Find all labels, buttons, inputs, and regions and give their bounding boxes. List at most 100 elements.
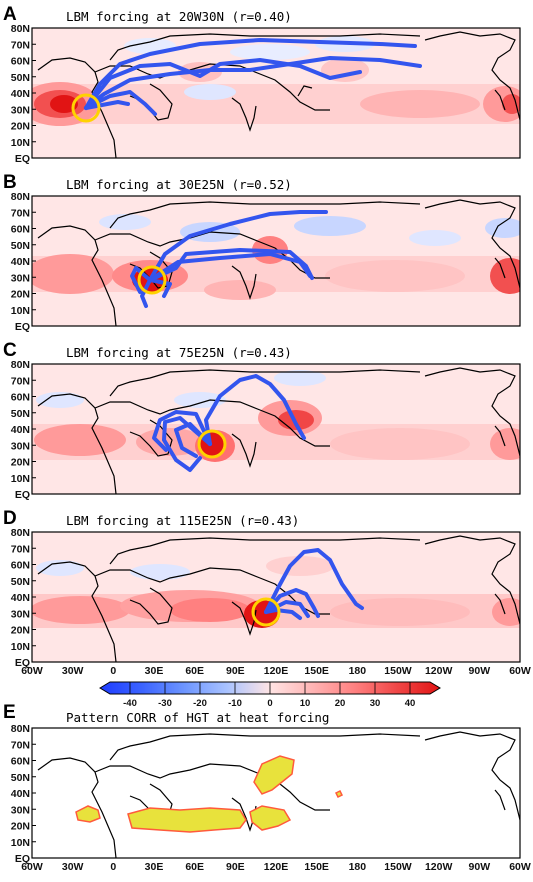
panel-c-forcing-circle: [197, 429, 227, 459]
latitude-tick-label: 50N: [11, 772, 30, 784]
latitude-tick-label: 60N: [11, 56, 30, 68]
longitude-tick-label: 30W: [62, 665, 84, 677]
longitude-tick-label: 30E: [145, 665, 164, 677]
panel-b-title: LBM forcing at 30E25N (r=0.52): [66, 177, 292, 192]
latitude-tick-label: 60N: [11, 224, 30, 236]
longitude-tick-label: 0: [110, 861, 116, 873]
panel-b-letter: B: [3, 172, 17, 193]
panel-e-title: Pattern CORR of HGT at heat forcing: [66, 710, 329, 725]
panel-b-field: [32, 196, 520, 326]
colorbar-tick-label: 30: [370, 698, 381, 709]
trajectory: [264, 600, 310, 618]
latitude-tick-label: 60N: [11, 560, 30, 572]
longitude-tick-label: 120W: [425, 861, 453, 873]
colorbar-tick-label: -10: [228, 698, 242, 709]
trajectory: [84, 100, 130, 110]
correlation-area: [75, 805, 101, 823]
panel-d-title: LBM forcing at 115E25N (r=0.43): [66, 513, 299, 528]
latitude-tick-label: 70N: [11, 739, 30, 751]
colorbar-tick-label: -30: [158, 698, 172, 709]
latitude-tick-label: 80N: [11, 723, 30, 735]
latitude-tick-label: 40N: [11, 424, 30, 436]
panel-d-letter: D: [3, 508, 17, 529]
latitude-tick-label: 30N: [11, 804, 30, 816]
panel-b-trajectories: [130, 210, 328, 308]
longitude-tick-label: 150W: [384, 665, 412, 677]
trajectory: [84, 90, 157, 116]
colorbar: -40 -30 -20 -10 0 10 20 30 40: [99, 681, 441, 709]
latitude-tick-label: 50N: [11, 240, 30, 252]
correlation-area: [334, 789, 344, 799]
trajectory: [148, 248, 314, 282]
latitude-tick-label: 10N: [11, 473, 30, 485]
panel-b: B LBM forcing at 30E25N (r=0.52): [3, 172, 521, 333]
panel-d-trajectories: [264, 548, 364, 620]
latitude-tick-label: 70N: [11, 39, 30, 51]
longitude-tick-label: 30W: [62, 861, 84, 873]
trajectory: [140, 278, 152, 308]
longitude-tick-label: 90W: [469, 665, 491, 677]
latitude-tick-label: 70N: [11, 207, 30, 219]
panel-b-forcing-circle: [137, 265, 167, 295]
longitude-tick-label: 60W: [21, 665, 43, 677]
panel-e-correlation-areas: [75, 755, 344, 833]
panel-a: A LBM forcing at 20W30N (r=0.40): [3, 4, 521, 165]
panel-c-letter: C: [3, 340, 17, 361]
trajectory: [152, 410, 212, 452]
latitude-tick-label: 40N: [11, 256, 30, 268]
panel-e-coastlines: [37, 731, 520, 858]
latitude-tick-label: 70N: [11, 543, 30, 555]
longitude-tick-label: 90E: [226, 861, 245, 873]
longitude-tick-label: 60E: [185, 861, 204, 873]
latitude-tick-label: 80N: [11, 359, 30, 371]
panel-e-letter: E: [3, 702, 16, 723]
latitude-tick-label: 20N: [11, 289, 30, 301]
latitude-tick-label: 30N: [11, 272, 30, 284]
longitude-tick-label: 150E: [304, 665, 329, 677]
trajectory: [148, 278, 172, 298]
latitude-tick-label: EQ: [15, 489, 30, 501]
latitude-tick-label: 10N: [11, 641, 30, 653]
latitude-tick-label: 10N: [11, 837, 30, 849]
panel-d: D LBM forcing at 115E25N (r=0.43): [3, 508, 531, 677]
latitude-tick-label: 10N: [11, 137, 30, 149]
longitude-tick-label: 120E: [264, 861, 289, 873]
colorbar-tick-label: 0: [267, 698, 272, 709]
latitude-tick-label: 40N: [11, 88, 30, 100]
latitude-tick-label: 40N: [11, 788, 30, 800]
longitude-tick-label: 60W: [21, 861, 43, 873]
latitude-tick-label: 80N: [11, 191, 30, 203]
colorbar-tick-label: -20: [193, 698, 207, 709]
latitude-tick-label: 30N: [11, 440, 30, 452]
longitude-tick-label: 60W: [509, 665, 531, 677]
panel-c: C LBM forcing at 75E25N (r=0.43): [3, 340, 521, 501]
trajectory: [148, 210, 328, 282]
panel-a-title: LBM forcing at 20W30N (r=0.40): [66, 9, 292, 24]
longitude-tick-label: 120E: [264, 665, 289, 677]
latitude-tick-label: 60N: [11, 392, 30, 404]
longitude-tick-label: 60E: [185, 665, 204, 677]
longitude-tick-label: 120W: [425, 665, 453, 677]
latitude-tick-label: 30N: [11, 104, 30, 116]
latitude-tick-label: 80N: [11, 23, 30, 35]
latitude-tick-label: 80N: [11, 527, 30, 539]
longitude-tick-label: 90W: [469, 861, 491, 873]
colorbar-tick-label: -40: [123, 698, 137, 709]
panel-a-letter: A: [3, 4, 17, 25]
longitude-tick-label: 180: [349, 665, 367, 677]
latitude-tick-label: EQ: [15, 853, 30, 865]
panel-e: E Pattern CORR of HGT at heat forcing 80…: [3, 702, 531, 873]
trajectory: [264, 548, 364, 614]
latitude-tick-label: 20N: [11, 821, 30, 833]
longitude-tick-label: 0: [110, 665, 116, 677]
panel-c-field: [32, 364, 520, 494]
trajectory: [174, 422, 212, 458]
latitude-tick-label: EQ: [15, 321, 30, 333]
panel-c-trajectories: [152, 374, 306, 472]
colorbar-tick-label: 10: [300, 698, 311, 709]
correlation-area: [127, 807, 247, 833]
longitude-tick-label: 150E: [304, 861, 329, 873]
panel-a-forcing-circle: [71, 93, 101, 123]
trajectory: [84, 56, 422, 110]
